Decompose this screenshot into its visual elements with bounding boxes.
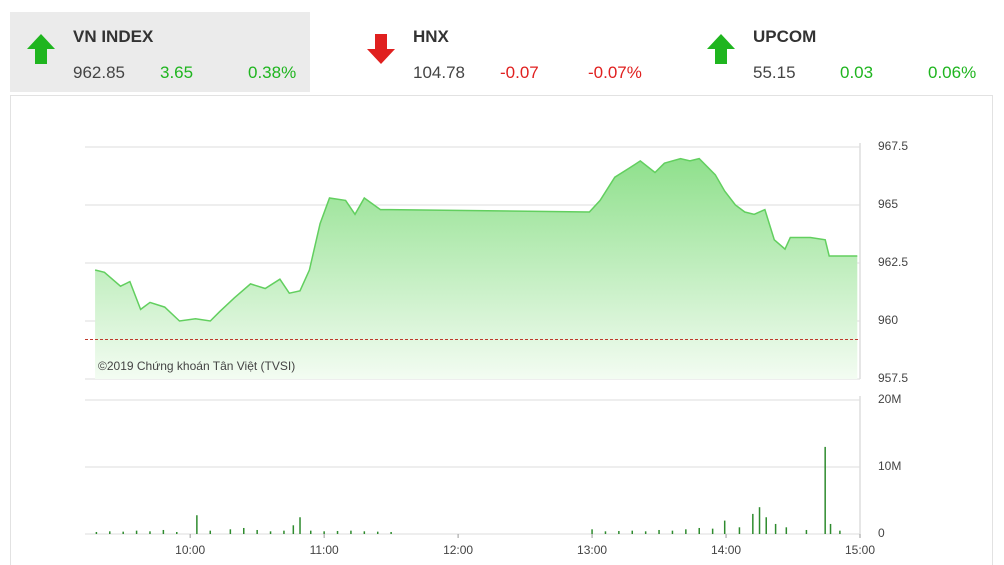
volume-bar [758, 507, 761, 534]
trend-arrow [27, 34, 55, 64]
trend-arrow [707, 34, 735, 64]
watermark: ©2019 Chứng khoán Tân Việt (TVSI) [98, 359, 295, 373]
volume-bar [135, 530, 138, 534]
volume-bar [122, 531, 124, 534]
volume-bar [671, 530, 674, 534]
volume-bar [390, 531, 392, 534]
y-tick-label: 960 [878, 313, 898, 327]
y-tick-label: 967.5 [878, 139, 908, 153]
volume-bar [711, 528, 714, 534]
volume-bar [738, 527, 741, 534]
volume-bar [765, 517, 767, 534]
ticker-change: 0.03 [840, 63, 874, 82]
volume-bar [839, 530, 841, 534]
arrow-shape [27, 34, 55, 64]
ticker-price: 962.85 [73, 63, 125, 82]
volume-bar [229, 529, 232, 534]
ticker-tile: HNX 104.78 -0.07 -0.07% [350, 12, 650, 92]
volume-bar [269, 531, 272, 534]
volume-bar [256, 529, 258, 534]
volume-bar [299, 517, 301, 534]
ticker-price: 104.78 [413, 63, 465, 82]
ticker-bar: VN INDEX 962.85 3.65 0.38% HNX 104.78 -0.07 -0.… [0, 0, 1004, 95]
chart-panel [10, 95, 993, 565]
arrow-shape [367, 34, 395, 64]
volume-bar [95, 531, 98, 534]
x-tick-label: 12:00 [443, 543, 473, 557]
ticker-tile: UPCOM 55.15 0.03 0.06% [690, 12, 990, 92]
volume-bar [350, 530, 352, 534]
volume-bar [162, 529, 165, 534]
volume-bar [176, 531, 178, 534]
volume-bar [376, 531, 379, 534]
y-tick-label: 10M [878, 459, 901, 473]
x-tick-label: 14:00 [711, 543, 741, 557]
volume-bar [658, 529, 660, 534]
volume-bar [591, 529, 593, 534]
ticker-name: UPCOM [753, 27, 817, 46]
ticker-percent: 0.06% [928, 63, 977, 82]
volume-bar [723, 520, 726, 534]
volume-bar [209, 530, 212, 534]
ticker-name: VN INDEX [73, 27, 154, 46]
volume-bar [309, 530, 312, 534]
volume-bar [644, 531, 647, 534]
volume-bar [604, 531, 607, 534]
volume-bar [336, 530, 339, 534]
volume-bar [774, 523, 777, 534]
ticker-percent: 0.38% [248, 63, 297, 82]
y-tick-label: 962.5 [878, 255, 908, 269]
x-tick-label: 10:00 [175, 543, 205, 557]
volume-bar [618, 530, 620, 534]
volume-bar [752, 513, 754, 534]
volume-bar [805, 529, 808, 534]
volume-bar [698, 527, 700, 534]
arrow-shape [707, 34, 735, 64]
x-tick-label: 15:00 [845, 543, 875, 557]
trend-arrow [367, 34, 395, 64]
y-tick-label: 20M [878, 392, 901, 406]
y-tick-label: 957.5 [878, 371, 908, 385]
y-tick-label: 0 [878, 526, 885, 540]
volume-bar [824, 446, 826, 534]
x-tick-label: 11:00 [310, 543, 339, 557]
ticker-change: -0.07 [500, 63, 539, 82]
volume-bar [283, 530, 285, 534]
volume-bar [685, 529, 687, 534]
volume-bar [323, 531, 325, 534]
volume-bar [785, 527, 788, 534]
ticker-percent: -0.07% [588, 63, 642, 82]
volume-bar [829, 523, 832, 534]
ticker-price: 55.15 [753, 63, 796, 82]
area-fill [95, 158, 858, 379]
ticker-name: HNX [413, 27, 449, 46]
ticker-change: 3.65 [160, 63, 194, 82]
ticker-tile: VN INDEX 962.85 3.65 0.38% [10, 12, 310, 92]
volume-bar [631, 530, 634, 534]
volume-bar [109, 531, 111, 534]
volume-bar [149, 531, 151, 534]
volume-bar [196, 515, 198, 534]
price-line [94, 157, 858, 322]
x-tick-label: 13:00 [577, 543, 607, 557]
volume-bar [292, 525, 295, 534]
volume-bar [243, 527, 245, 534]
y-tick-label: 965 [878, 197, 898, 211]
volume-bar [363, 531, 366, 534]
